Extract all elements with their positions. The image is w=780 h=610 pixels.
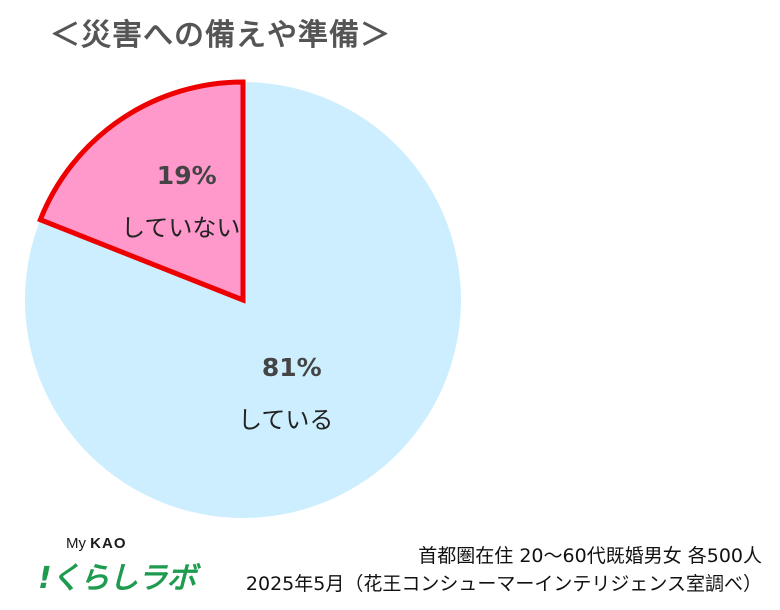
- pie-value-label-not-doing: 19%: [157, 161, 217, 190]
- kao-logo: My KAO !くらしラボ: [38, 535, 197, 596]
- pie-value-label-doing: 81%: [262, 353, 322, 382]
- pie-slice-not-doing: [37, 79, 246, 304]
- logo-brand: KAO: [90, 535, 127, 552]
- logo-top-text: My: [66, 535, 86, 552]
- pie-labels: 81% している 19% していない: [121, 161, 333, 434]
- source-line-1: 首都圏在住 20～60代既婚男女 各500人: [418, 545, 762, 567]
- logo-top: My KAO: [66, 535, 127, 552]
- pie-chart: 81% している 19% していない: [24, 79, 461, 519]
- pie-category-label-not-doing: していない: [121, 214, 240, 242]
- logo-main: !くらしラボ: [38, 561, 197, 596]
- pie-slices: [24, 79, 461, 519]
- source-note: 首都圏在住 20～60代既婚男女 各500人 2025年5月（花王コンシューマー…: [246, 542, 762, 598]
- source-line-2: 2025年5月（花王コンシューマーインテリジェンス室調べ）: [245, 573, 762, 595]
- chart-title: ＜災害への備えや準備＞: [50, 18, 391, 53]
- pie-category-label-doing: している: [238, 406, 333, 434]
